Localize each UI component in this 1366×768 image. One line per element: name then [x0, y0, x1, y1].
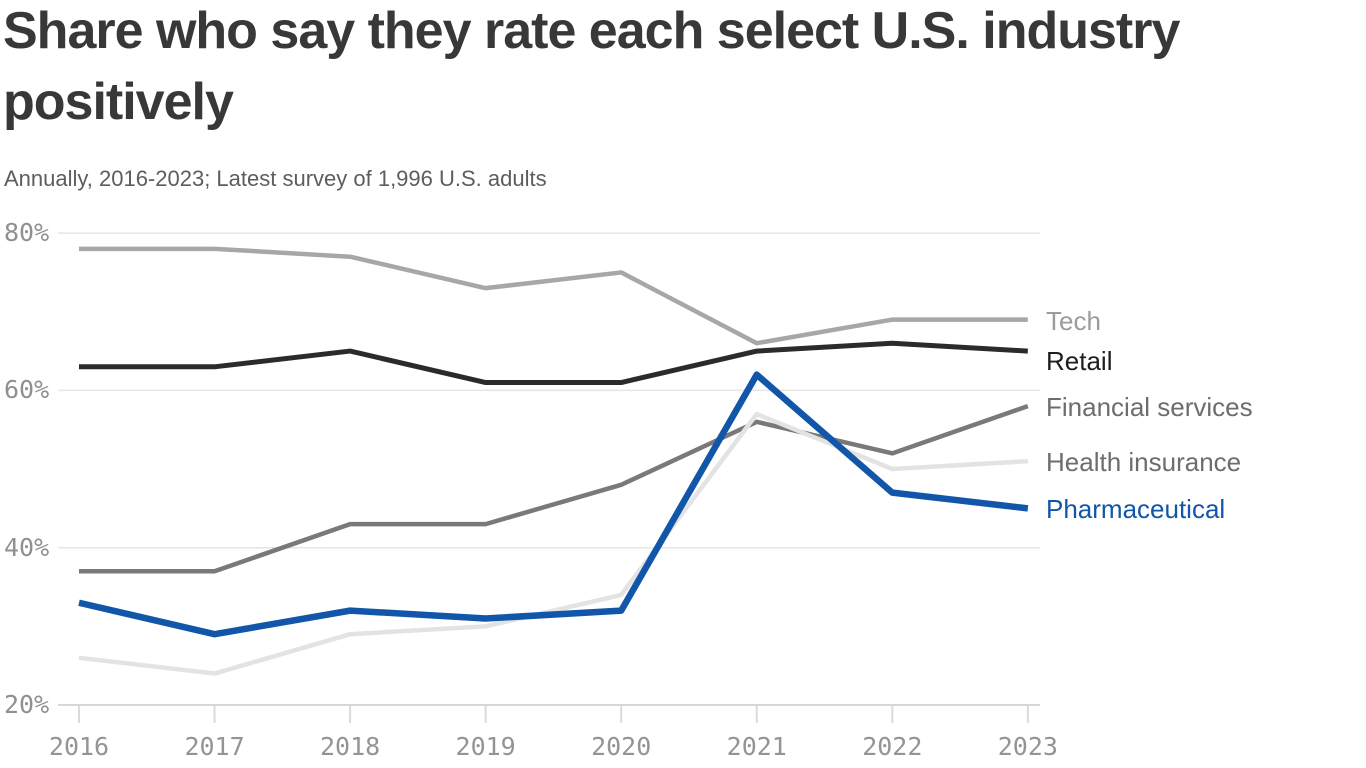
chart-title-line-2: positively — [3, 73, 234, 131]
x-axis-tick-label: 2023 — [997, 732, 1058, 761]
y-axis-tick-label: 80% — [4, 218, 50, 248]
x-axis-tick-label: 2020 — [591, 732, 652, 761]
x-axis-tick-label: 2016 — [48, 732, 110, 761]
series-label-tech: Tech — [1046, 305, 1101, 336]
y-axis-tick-label: 40% — [4, 532, 50, 562]
series-line-retail — [79, 340, 1028, 386]
series-line-pharmaceutical — [78, 371, 1029, 638]
series-label-retail: Retail — [1046, 346, 1113, 377]
x-axis-tick-label: 2019 — [455, 732, 516, 761]
series-line-financial-services — [79, 404, 1029, 574]
series-label-financial-services: Financial services — [1046, 392, 1253, 423]
y-axis-tick-label: 20% — [4, 690, 50, 719]
series-line-health-insurance — [78, 411, 1028, 676]
chart-title-line-1: Share who say they rate each select U.S.… — [3, 2, 1180, 60]
y-axis-tick-label: 60% — [4, 375, 50, 405]
x-axis-tick-label: 2017 — [184, 732, 245, 761]
chart-title: Share who say they rate each select U.S.… — [3, 0, 1180, 138]
x-axis-tick-label: 2022 — [862, 732, 923, 761]
x-axis-tick-label: 2018 — [319, 732, 381, 761]
series-label-health-insurance: Health insurance — [1046, 447, 1242, 478]
series-label-pharmaceutical: Pharmaceutical — [1046, 494, 1226, 525]
chart-subtitle: Annually, 2016-2023; Latest survey of 1,… — [4, 166, 547, 191]
series-line-tech — [79, 246, 1028, 346]
x-axis-tick-label: 2021 — [726, 732, 787, 761]
